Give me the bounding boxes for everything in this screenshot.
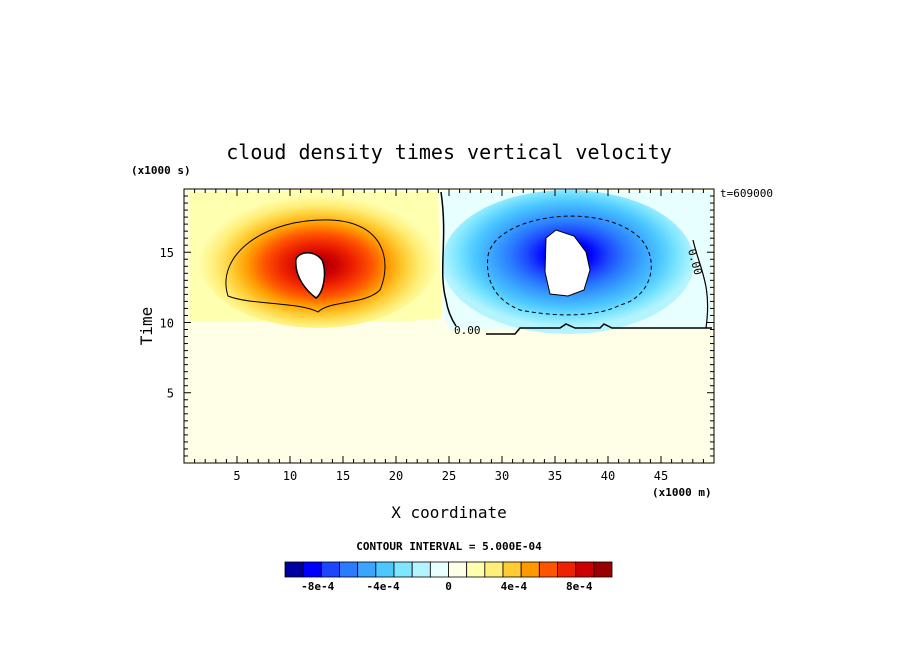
x-tick-label: 5 [233, 469, 240, 483]
contour-interval-label: CONTOUR INTERVAL = 5.000E-04 [356, 540, 542, 553]
colorbar [284, 561, 613, 578]
colorbar-swatch [593, 561, 613, 578]
zero-contour-right [692, 239, 709, 329]
colorbar-swatch [411, 561, 431, 578]
zero-contour-bottom [486, 323, 712, 335]
x-units-label: (x1000 m) [652, 486, 712, 499]
x-tick-label: 45 [654, 469, 668, 483]
colorbar-label: -4e-4 [367, 580, 400, 593]
x-tick-label: 10 [283, 469, 297, 483]
x-tick-label: 25 [442, 469, 456, 483]
colorbar-swatch [302, 561, 322, 578]
colorbar-swatch [448, 561, 468, 578]
colorbar-swatch [284, 561, 304, 578]
y-units-label: (x1000 s) [131, 164, 191, 177]
hole-negative [544, 229, 591, 297]
x-tick-label: 30 [495, 469, 509, 483]
colorbar-swatch [575, 561, 595, 578]
contour-label-zero: 0.00 [454, 324, 481, 337]
y-tick-label: 5 [167, 387, 174, 401]
colorbar-label: 8e-4 [566, 580, 593, 593]
colorbar-swatch [429, 561, 449, 578]
colorbar-swatch [520, 561, 540, 578]
y-tick-label: 10 [160, 316, 174, 330]
positive-cell [190, 189, 442, 328]
contour-negative [486, 215, 652, 316]
negative-cell [441, 190, 712, 334]
colorbar-swatch [339, 561, 359, 578]
y-tick-label: 15 [160, 246, 174, 260]
x-tick-label: 15 [336, 469, 350, 483]
colorbar-swatch [375, 561, 395, 578]
colorbar-swatch [357, 561, 377, 578]
x-tick-label: 35 [548, 469, 562, 483]
zero-contour-positive [225, 219, 386, 313]
colorbar-swatch [538, 561, 558, 578]
colorbar-label: -8e-4 [301, 580, 334, 593]
colorbar-swatch [466, 561, 486, 578]
x-tick-label: 40 [601, 469, 615, 483]
zero-contour-left [440, 191, 457, 327]
colorbar-swatch [502, 561, 522, 578]
chart-title: cloud density times vertical velocity [226, 140, 672, 164]
time-stamp-label: t=609000 [720, 187, 773, 200]
y-ticks: 5 10 15 [160, 195, 714, 457]
y-axis-label: Time [137, 307, 156, 346]
colorbar-swatch [484, 561, 504, 578]
x-axis-label: X coordinate [391, 503, 507, 522]
x-tick-label: 20 [389, 469, 403, 483]
colorbar-swatch [320, 561, 340, 578]
colorbar-label: 0 [445, 580, 452, 593]
colorbar-labels: -8e-4 -4e-4 0 4e-4 8e-4 [301, 580, 593, 593]
colorbar-swatch [557, 561, 577, 578]
colorbar-swatch [393, 561, 413, 578]
x-ticks: 5 10 15 20 25 30 35 40 45 [194, 189, 704, 483]
plot-area [184, 189, 714, 463]
hole-positive [295, 252, 326, 299]
colorbar-label: 4e-4 [501, 580, 528, 593]
